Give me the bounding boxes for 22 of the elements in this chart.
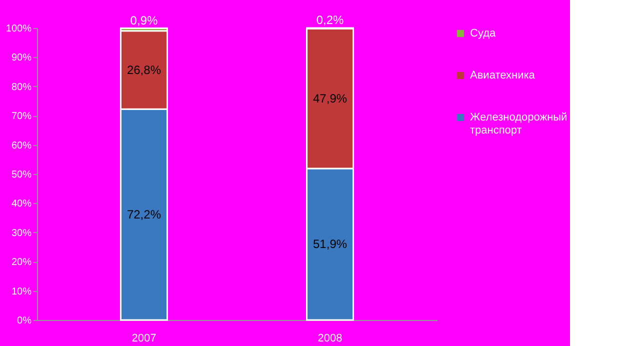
- legend-label: Железнодорожный транспорт: [470, 112, 568, 136]
- y-tick-label: 60%: [11, 140, 32, 152]
- y-tick-label: 10%: [11, 286, 32, 298]
- y-tick-label: 40%: [11, 198, 32, 210]
- y-tick-label: 100%: [6, 24, 32, 34]
- x-tick-label: 2008: [318, 332, 342, 344]
- data-label: 72,2%: [126, 208, 162, 222]
- y-tick-label: 0%: [17, 316, 32, 326]
- legend-label: Суда: [470, 28, 496, 40]
- y-tick-label: 90%: [11, 52, 32, 64]
- data-label: 0,2%: [316, 13, 344, 27]
- data-label: 26,8%: [126, 63, 162, 78]
- data-label: 51,9%: [313, 237, 348, 252]
- y-tick-label: 80%: [11, 82, 32, 93]
- y-tick-label: 70%: [11, 111, 32, 122]
- x-tick-label: 2007: [132, 332, 156, 344]
- legend-label: Авиатехника: [470, 70, 536, 82]
- data-label: 47,9%: [313, 92, 348, 106]
- y-tick-label: 50%: [11, 170, 32, 180]
- data-label: 0,9%: [130, 13, 158, 28]
- y-tick-label: 20%: [11, 257, 32, 268]
- y-tick-label: 30%: [11, 228, 32, 239]
